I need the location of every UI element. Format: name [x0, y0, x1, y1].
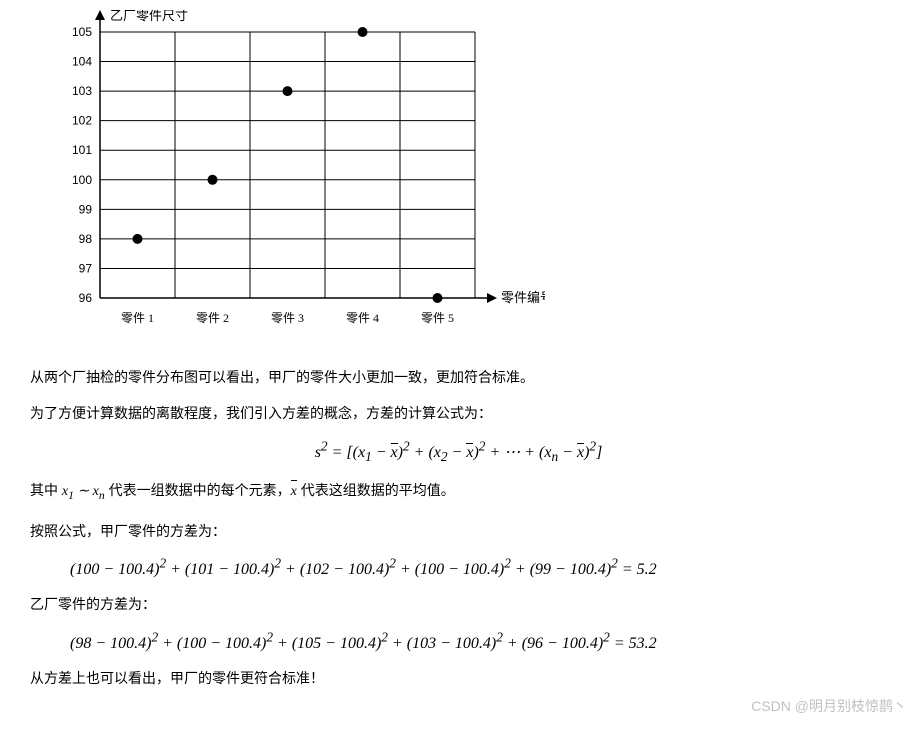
svg-text:零件 2: 零件 2: [196, 311, 229, 325]
chart-container: 96 97 98 99 100 101 102 103 104 105 乙厂零件尺寸零件编号零件 1…: [60, 10, 887, 341]
scatter-chart: 96 97 98 99 100 101 102 103 104 105 乙厂零件尺寸零件编号零件 1…: [60, 10, 545, 338]
svg-text:零件 4: 零件 4: [346, 311, 379, 325]
paragraph-6: 从方差上也可以看出，甲厂的零件更符合标准！: [30, 667, 887, 689]
jia-variance-calc: (100 − 100.4)2 + (101 − 100.4)2 + (102 −…: [70, 556, 887, 579]
svg-text:零件编号: 零件编号: [501, 290, 545, 305]
svg-text:98: 98: [79, 232, 93, 246]
svg-text:99: 99: [79, 202, 93, 216]
variance-formula: s2 = [(x1 − x)2 + (x2 − x)2 + ⋯ + (xn − …: [30, 439, 887, 466]
svg-text:103: 103: [72, 84, 92, 98]
svg-text:97: 97: [79, 261, 93, 275]
paragraph-5: 乙厂零件的方差为：: [30, 593, 887, 615]
svg-text:105: 105: [72, 25, 92, 39]
svg-text:104: 104: [72, 55, 92, 69]
paragraph-2: 为了方便计算数据的离散程度，我们引入方差的概念，方差的计算公式为：: [30, 402, 887, 424]
p3-post: 代表这组数据的平均值。: [297, 482, 455, 498]
svg-text:101: 101: [72, 143, 92, 157]
yi-variance-calc: (98 − 100.4)2 + (100 − 100.4)2 + (105 − …: [70, 630, 887, 653]
svg-text:零件 5: 零件 5: [421, 311, 454, 325]
p3-mid: 代表一组数据中的每个元素，: [105, 482, 291, 498]
svg-text:零件 3: 零件 3: [271, 311, 304, 325]
svg-text:100: 100: [72, 173, 92, 187]
svg-text:102: 102: [72, 114, 92, 128]
paragraph-3: 其中 x1 ∼ xn 代表一组数据中的每个元素，x 代表这组数据的平均值。: [30, 479, 887, 505]
p3-pre: 其中: [30, 482, 62, 498]
svg-text:乙厂零件尺寸: 乙厂零件尺寸: [110, 10, 188, 23]
watermark: CSDN @明月别枝惊鹊丶: [751, 696, 907, 716]
svg-text:零件 1: 零件 1: [121, 311, 154, 325]
paragraph-1: 从两个厂抽检的零件分布图可以看出，甲厂的零件大小更加一致，更加符合标准。: [30, 366, 887, 388]
svg-text:96: 96: [79, 291, 93, 305]
paragraph-4: 按照公式，甲厂零件的方差为：: [30, 520, 887, 542]
